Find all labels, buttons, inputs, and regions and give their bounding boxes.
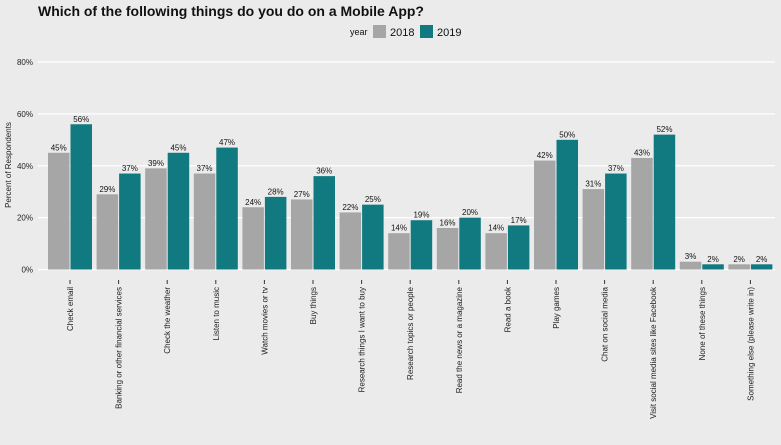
bar-2019 <box>264 196 287 270</box>
data-label: 50% <box>559 130 575 139</box>
legend: year 2018 2019 <box>350 25 461 39</box>
data-label: 45% <box>51 143 67 152</box>
bar-2019 <box>167 152 190 270</box>
data-label: 39% <box>148 159 164 168</box>
bar-2018 <box>534 160 556 270</box>
data-label: 43% <box>634 148 650 157</box>
data-label: 2% <box>733 255 745 264</box>
bar-2018 <box>145 168 167 270</box>
data-label: 14% <box>391 224 407 233</box>
x-category-label: Something else (please write in) <box>746 287 755 401</box>
data-label: 37% <box>197 164 213 173</box>
bar-2018 <box>631 157 653 270</box>
bar-2019 <box>313 176 335 270</box>
bar-2018 <box>48 152 70 270</box>
bar-2019 <box>750 264 773 270</box>
y-tick-label: 80% <box>17 58 33 67</box>
data-label: 28% <box>268 187 284 196</box>
plot-area: 0% 20% 40% 60% 80% 45% 56% Check email 29% 37% Ban… <box>17 52 775 419</box>
bar-2019 <box>556 139 578 270</box>
data-label: 22% <box>342 203 358 212</box>
x-category-label: Listen to music <box>212 287 221 340</box>
data-label: 2% <box>756 255 768 264</box>
data-label: 47% <box>219 138 235 147</box>
data-label: 25% <box>365 195 381 204</box>
data-label: 45% <box>170 143 186 152</box>
x-category-label: Play games <box>552 287 561 329</box>
data-label: 37% <box>122 164 138 173</box>
x-category-label: Visit social media sites like Facebook <box>649 286 658 419</box>
data-label: 31% <box>585 180 601 189</box>
data-label: 20% <box>462 208 478 217</box>
data-label: 19% <box>413 211 429 220</box>
bar-2018 <box>679 261 702 270</box>
bar-2019 <box>70 124 92 270</box>
bar-2018 <box>728 264 750 270</box>
legend-swatch-2019 <box>420 25 433 38</box>
bar-2018 <box>193 173 216 270</box>
bar-2018 <box>242 207 264 270</box>
legend-label-2018: 2018 <box>390 27 414 39</box>
bar-2019 <box>507 225 530 270</box>
y-tick-label: 0% <box>21 266 33 275</box>
bar-2019 <box>216 147 238 270</box>
data-label: 37% <box>608 164 624 173</box>
data-label: 24% <box>245 198 261 207</box>
data-label: 17% <box>511 216 527 225</box>
data-label: 42% <box>537 151 553 160</box>
data-label: 3% <box>685 252 697 261</box>
legend-label-2019: 2019 <box>437 27 461 39</box>
legend-swatch-2018 <box>373 25 386 38</box>
bar-2018 <box>388 233 410 270</box>
bar-2018 <box>96 194 119 270</box>
bar-2018 <box>339 212 362 270</box>
x-category-label: Check email <box>66 287 75 331</box>
bar-2019 <box>362 204 384 270</box>
x-category-label: Research topics or people <box>406 286 415 379</box>
bar-2018 <box>582 189 605 270</box>
bar-2019 <box>702 264 724 270</box>
y-tick-label: 60% <box>17 110 33 119</box>
y-tick-label: 20% <box>17 214 33 223</box>
data-label: 2% <box>707 255 719 264</box>
x-category-label: Read the news or a magazine <box>455 286 464 393</box>
x-category-label: Research things I want to buy <box>358 287 367 392</box>
data-label: 14% <box>488 224 504 233</box>
data-label: 36% <box>316 167 332 176</box>
data-label: 52% <box>656 125 672 134</box>
bar-2019 <box>459 217 481 270</box>
data-label: 56% <box>73 115 89 124</box>
data-label: 16% <box>440 219 456 228</box>
y-tick-label: 40% <box>17 162 33 171</box>
data-label: 29% <box>99 185 115 194</box>
x-category-label: Watch movies or tv <box>260 287 269 355</box>
chart-title: Which of the following things do you do … <box>38 3 424 19</box>
x-category-label: Banking or other financial services <box>115 287 124 409</box>
bar-2018 <box>485 233 507 270</box>
bar-2018 <box>291 199 313 270</box>
bar-2019 <box>653 134 676 270</box>
bar-2019 <box>119 173 141 270</box>
y-axis-title: Percent of Respondents <box>4 122 13 208</box>
x-category-label: Read a book <box>503 286 512 332</box>
bar-2019 <box>410 220 433 270</box>
x-category-label: Check the weather <box>163 287 172 354</box>
bar-2018 <box>436 228 459 270</box>
x-category-label: Chat on social media <box>601 286 610 361</box>
data-label: 27% <box>294 190 310 199</box>
bar-2019 <box>605 173 627 270</box>
x-category-label: Buy things <box>309 287 318 324</box>
legend-title: year <box>350 27 368 37</box>
x-category-label: None of these things <box>698 287 707 360</box>
